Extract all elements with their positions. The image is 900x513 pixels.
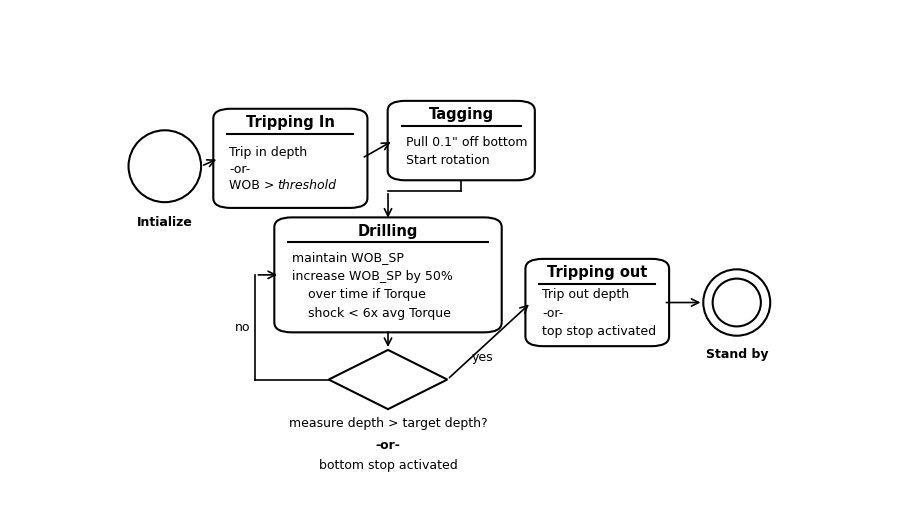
Polygon shape	[328, 350, 447, 409]
Text: Tripping In: Tripping In	[246, 115, 335, 130]
Text: maintain WOB_SP
increase WOB_SP by 50%
    over time if Torque
    shock < 6x av: maintain WOB_SP increase WOB_SP by 50% o…	[292, 251, 454, 320]
Text: Intialize: Intialize	[137, 216, 193, 229]
FancyBboxPatch shape	[388, 101, 535, 180]
Text: no: no	[235, 321, 251, 333]
Text: -or-: -or-	[230, 163, 250, 175]
Text: Stand by: Stand by	[706, 347, 768, 361]
FancyBboxPatch shape	[274, 218, 501, 332]
Text: Drilling: Drilling	[358, 224, 419, 239]
Text: threshold: threshold	[277, 179, 336, 192]
Text: Tripping out: Tripping out	[547, 265, 647, 281]
Ellipse shape	[703, 269, 770, 336]
Text: measure depth > target depth?: measure depth > target depth?	[289, 417, 487, 430]
Text: -or-: -or-	[375, 439, 401, 452]
Text: Trip in depth: Trip in depth	[230, 146, 308, 159]
Text: WOB >: WOB >	[230, 179, 279, 192]
Ellipse shape	[713, 279, 760, 326]
FancyBboxPatch shape	[213, 109, 367, 208]
Text: bottom stop activated: bottom stop activated	[319, 459, 457, 471]
FancyBboxPatch shape	[526, 259, 669, 346]
Ellipse shape	[129, 130, 201, 202]
Text: Pull 0.1" off bottom
Start rotation: Pull 0.1" off bottom Start rotation	[406, 135, 527, 167]
Text: yes: yes	[472, 351, 493, 364]
Text: Tagging: Tagging	[428, 107, 494, 123]
Text: Trip out depth
-or-
top stop activated: Trip out depth -or- top stop activated	[542, 288, 656, 339]
